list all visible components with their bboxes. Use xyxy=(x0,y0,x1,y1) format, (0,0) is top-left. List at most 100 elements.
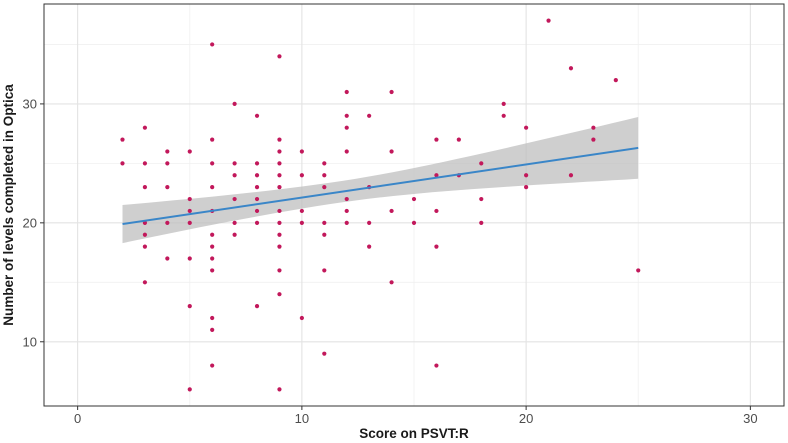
data-point xyxy=(299,220,304,225)
data-point xyxy=(591,137,596,142)
data-point xyxy=(187,220,192,225)
data-point xyxy=(187,303,192,309)
data-point xyxy=(389,149,394,154)
data-point xyxy=(322,173,327,178)
data-point xyxy=(299,149,304,154)
data-point xyxy=(479,196,484,202)
x-tick-label: 0 xyxy=(74,411,81,426)
data-point xyxy=(277,149,282,154)
data-point xyxy=(277,137,282,142)
minor-gridlines xyxy=(44,4,784,406)
data-point xyxy=(142,232,148,237)
data-point xyxy=(277,244,282,249)
data-point xyxy=(187,196,192,202)
data-point xyxy=(254,196,260,202)
data-point xyxy=(277,220,282,225)
data-point xyxy=(434,363,439,368)
data-point xyxy=(254,185,260,190)
y-tick-label: 20 xyxy=(23,215,37,230)
data-point xyxy=(524,173,529,178)
data-point xyxy=(165,149,170,154)
data-point xyxy=(165,220,170,225)
data-point xyxy=(232,173,237,178)
data-point xyxy=(299,173,304,178)
y-axis-title: Number of levels completed in Optica xyxy=(1,84,16,326)
data-point xyxy=(367,244,372,249)
data-point xyxy=(322,161,327,166)
data-point xyxy=(210,315,215,321)
panel-border xyxy=(43,3,785,407)
x-tick-label: 30 xyxy=(743,411,757,426)
data-point xyxy=(344,220,349,225)
data-point xyxy=(254,303,260,309)
data-point xyxy=(210,161,215,166)
data-point xyxy=(389,89,394,95)
data-point xyxy=(411,220,417,225)
data-point xyxy=(299,315,304,321)
data-point xyxy=(187,256,192,261)
data-point xyxy=(120,161,125,166)
data-point xyxy=(389,208,394,214)
y-tick-label: 30 xyxy=(23,96,37,111)
data-point xyxy=(254,173,260,178)
data-point xyxy=(165,161,170,166)
y-axis-ticks: 10 20 30 xyxy=(23,96,44,349)
data-point xyxy=(210,268,215,273)
data-point xyxy=(322,268,327,273)
x-tick-label: 20 xyxy=(519,411,533,426)
data-point xyxy=(210,137,215,142)
data-point xyxy=(187,387,192,392)
data-point xyxy=(210,244,215,249)
data-point xyxy=(232,101,237,107)
data-point xyxy=(187,149,192,154)
data-point xyxy=(636,268,641,273)
data-point xyxy=(210,232,215,237)
data-point xyxy=(142,125,148,130)
data-point xyxy=(232,196,237,202)
data-point xyxy=(142,185,148,190)
data-point xyxy=(232,232,237,237)
data-point xyxy=(434,244,439,249)
data-point xyxy=(120,137,125,142)
data-point xyxy=(434,173,439,178)
data-point xyxy=(344,196,349,202)
data-point xyxy=(322,185,327,190)
data-point xyxy=(479,161,484,166)
data-point xyxy=(613,78,618,83)
data-point xyxy=(299,208,304,214)
data-point xyxy=(344,89,349,95)
data-point xyxy=(277,268,282,273)
data-point xyxy=(389,280,394,285)
data-point xyxy=(254,113,260,118)
data-point xyxy=(591,125,596,130)
data-point xyxy=(232,161,237,166)
data-point xyxy=(210,363,215,368)
data-point xyxy=(210,327,215,332)
data-point xyxy=(254,161,260,166)
x-axis-title: Score on PSVT:R xyxy=(359,426,469,441)
data-point xyxy=(568,66,574,71)
data-point xyxy=(434,208,439,214)
data-point xyxy=(142,280,148,285)
data-point xyxy=(367,113,372,118)
x-tick-label: 10 xyxy=(295,411,309,426)
data-point xyxy=(367,220,372,225)
data-point xyxy=(344,125,349,130)
data-point xyxy=(546,18,551,23)
data-point xyxy=(277,54,282,59)
data-point xyxy=(344,113,349,118)
data-point xyxy=(524,185,529,190)
data-point xyxy=(322,220,327,225)
data-point xyxy=(165,185,170,190)
data-point xyxy=(165,256,170,261)
data-point xyxy=(411,196,417,202)
data-point xyxy=(456,137,461,142)
major-gridlines xyxy=(44,4,784,406)
data-point xyxy=(254,220,260,225)
data-point xyxy=(277,387,282,392)
data-point xyxy=(210,256,215,261)
data-point xyxy=(210,42,215,47)
data-point xyxy=(210,185,215,190)
data-point xyxy=(501,101,506,107)
data-point xyxy=(254,208,260,214)
